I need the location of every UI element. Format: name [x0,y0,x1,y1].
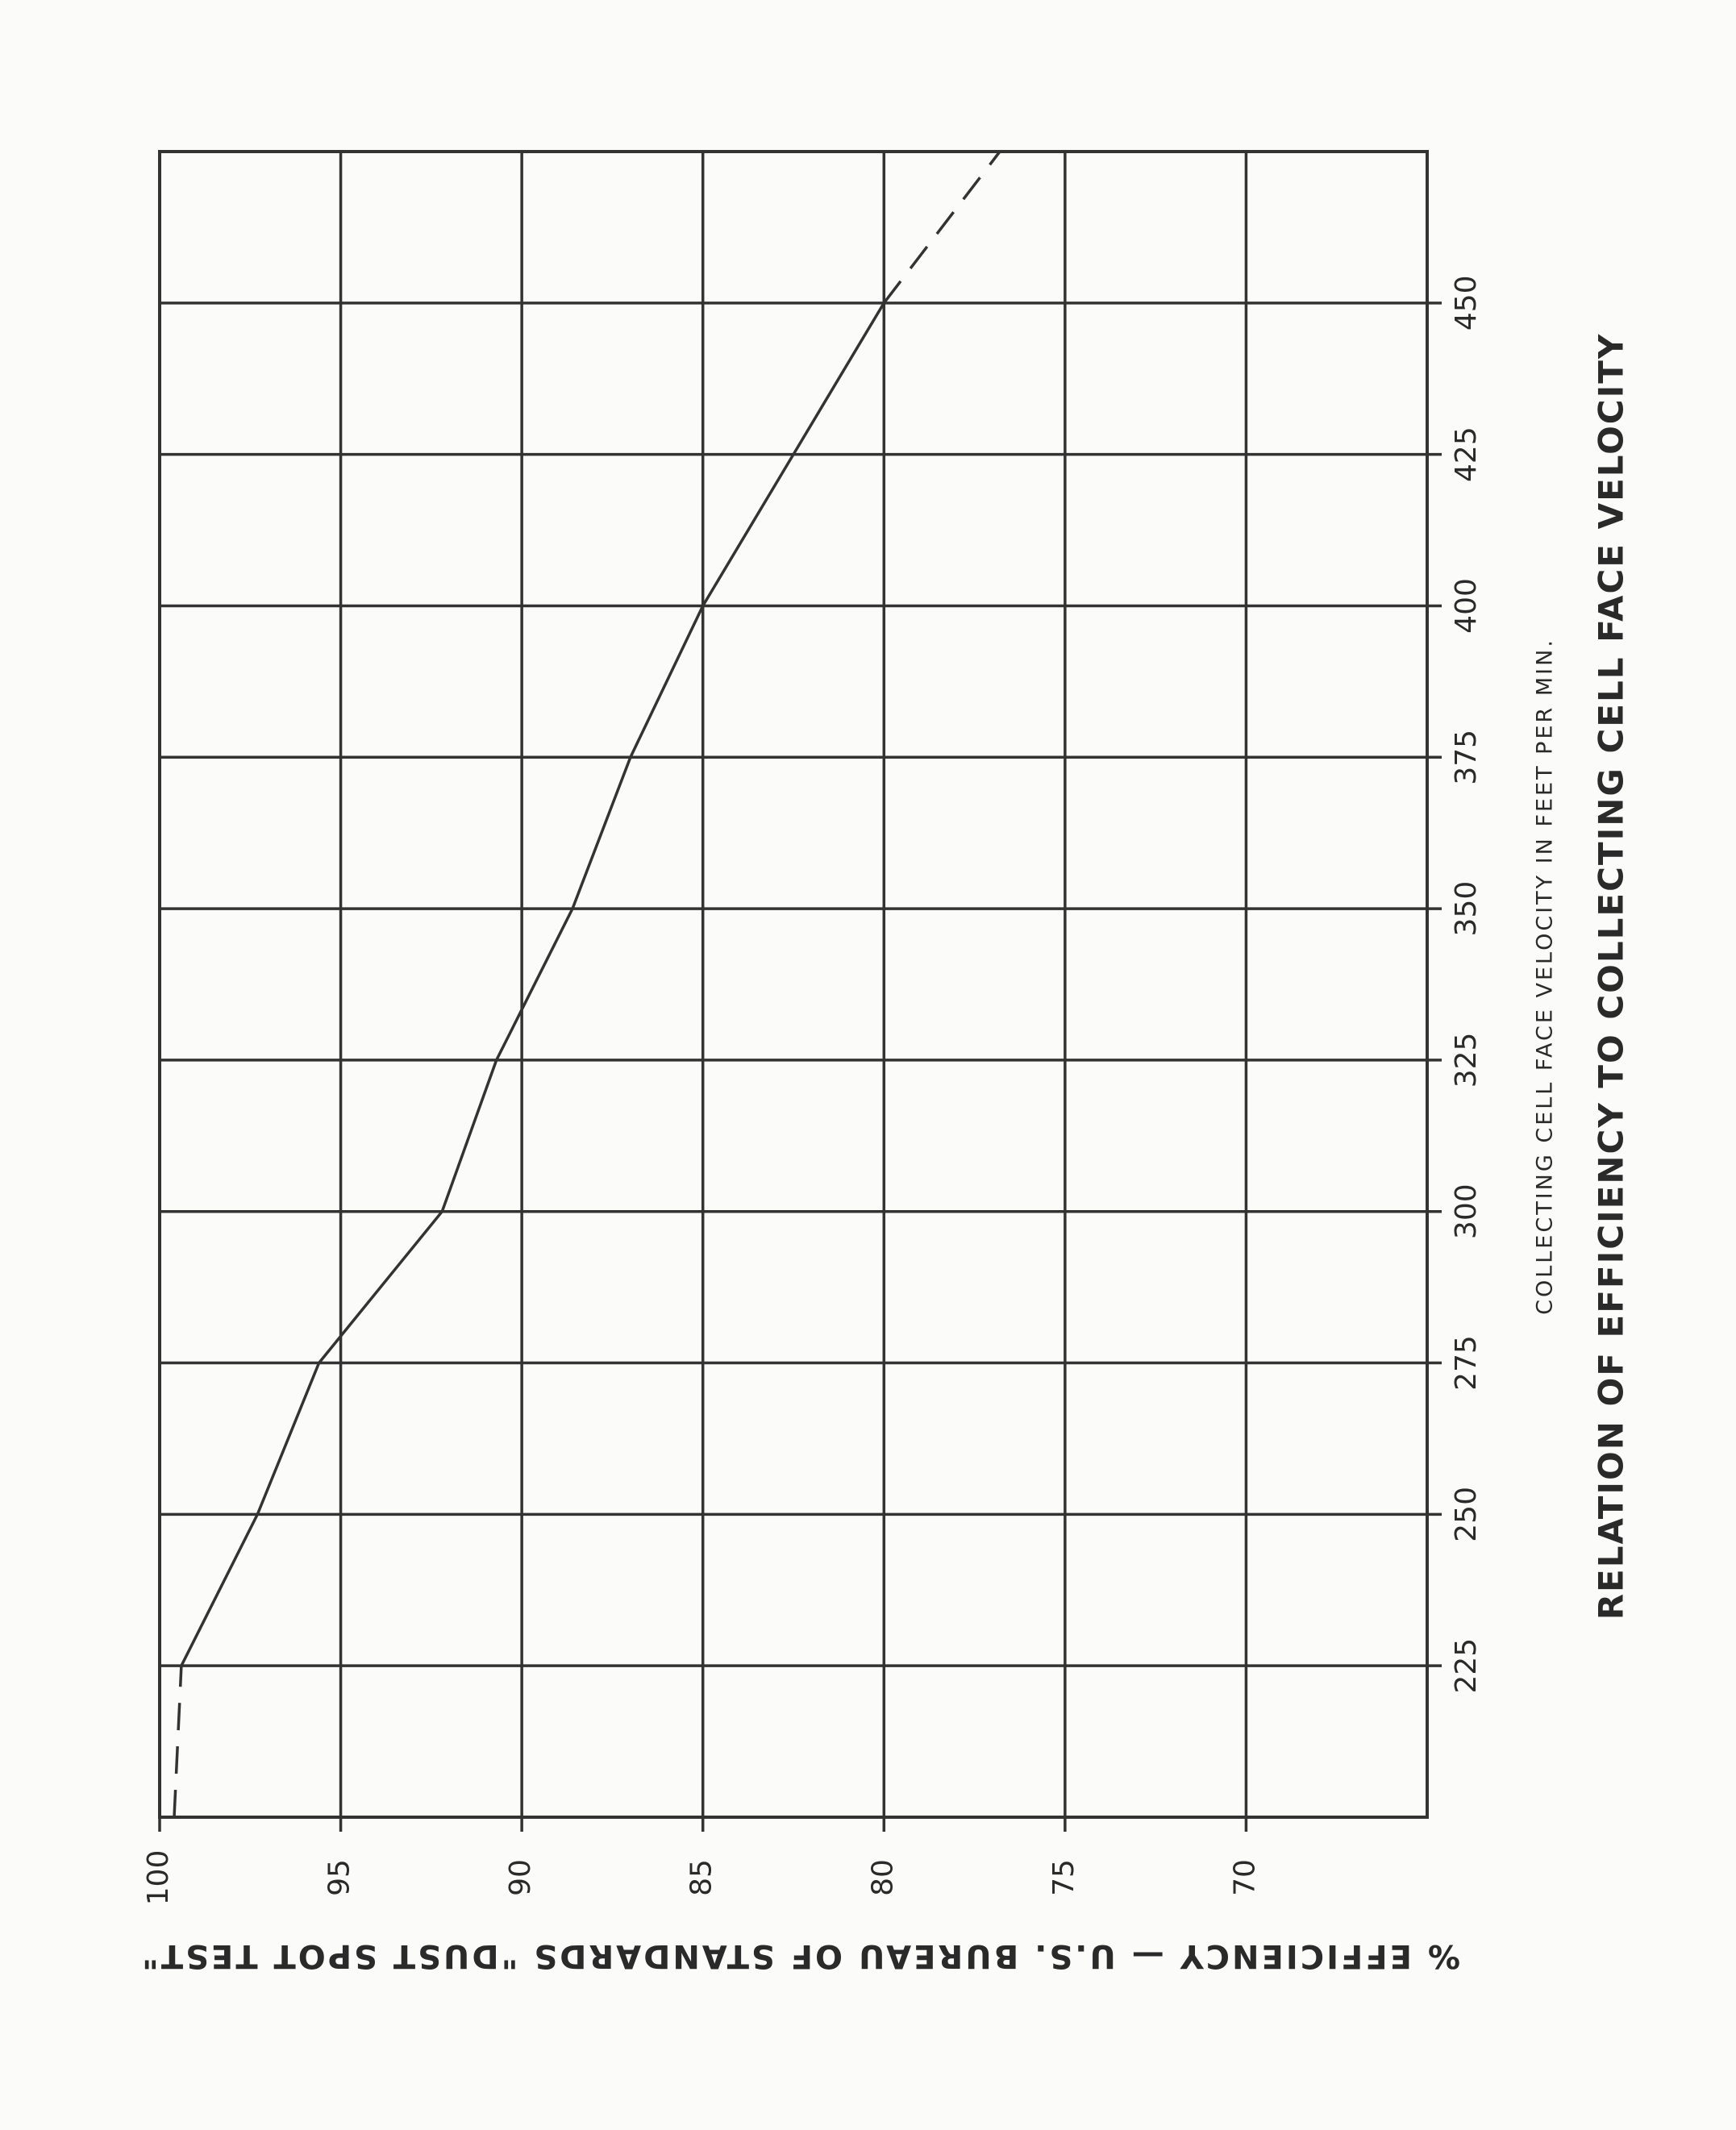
data-line [173,150,1001,1818]
x-tick-label: 400 [1450,578,1483,634]
plot-frame [158,150,1429,1819]
x-tick-label: 275 [1450,1335,1483,1391]
y-tick-label: 70 [1228,1859,1261,1896]
x-tick-label: 350 [1450,881,1483,937]
x-tick-label: 325 [1450,1033,1483,1088]
x-tick-label: 250 [1450,1487,1483,1542]
x-tick-label: 375 [1450,730,1483,785]
x-tick-label: 300 [1450,1184,1483,1239]
x-tick-label: 450 [1450,275,1483,331]
data-line [180,302,885,1666]
chart-title: RELATION OF EFFICIENCY TO COLLECTING CEL… [1592,333,1631,1620]
y-tick-label: 100 [142,1850,175,1906]
x-tick-label: 225 [1450,1638,1483,1694]
x-axis-label: COLLECTING CELL FACE VELOCITY IN FEET PE… [1533,638,1558,1315]
y-tick-label: 85 [685,1859,718,1896]
y-tick-label: 75 [1047,1859,1080,1896]
y-tick-label: 95 [323,1859,356,1896]
y-tick-label: 80 [866,1859,899,1896]
x-tick-label: 425 [1450,426,1483,482]
y-tick-label: 90 [504,1859,537,1896]
y-axis-label: % EFFICIENCY — U.S. BUREAU OF STANDARDS … [139,1937,1460,1974]
